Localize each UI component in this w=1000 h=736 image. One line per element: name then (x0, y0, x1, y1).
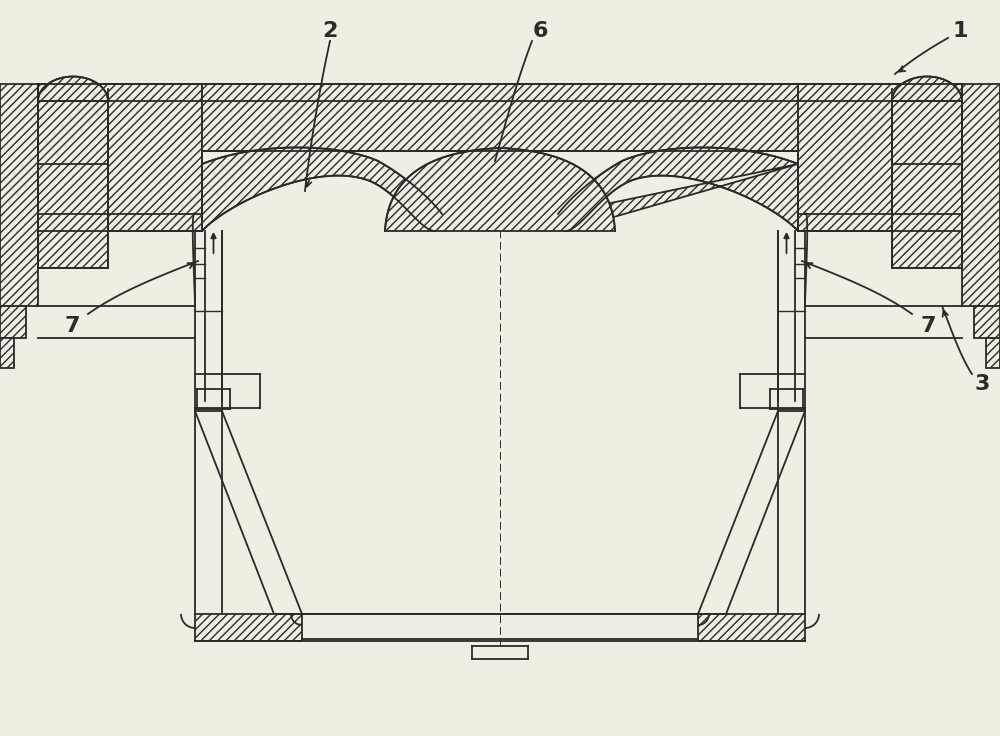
Polygon shape (962, 84, 1000, 306)
Polygon shape (38, 101, 108, 268)
Polygon shape (385, 148, 615, 231)
Text: 1: 1 (952, 21, 968, 41)
Polygon shape (0, 84, 38, 306)
Polygon shape (202, 84, 798, 151)
Polygon shape (558, 147, 798, 231)
Polygon shape (38, 77, 108, 101)
Polygon shape (38, 84, 202, 231)
Polygon shape (202, 147, 442, 231)
Text: 3: 3 (974, 374, 990, 394)
Text: 7: 7 (64, 316, 80, 336)
Polygon shape (0, 338, 14, 368)
Text: 2: 2 (322, 21, 338, 41)
Text: 6: 6 (532, 21, 548, 41)
Polygon shape (195, 614, 302, 641)
Polygon shape (798, 84, 962, 231)
Polygon shape (0, 306, 26, 338)
Polygon shape (986, 338, 1000, 368)
Text: 7: 7 (920, 316, 936, 336)
Polygon shape (698, 614, 805, 641)
Polygon shape (892, 101, 962, 268)
Polygon shape (974, 306, 1000, 338)
Polygon shape (892, 77, 962, 101)
